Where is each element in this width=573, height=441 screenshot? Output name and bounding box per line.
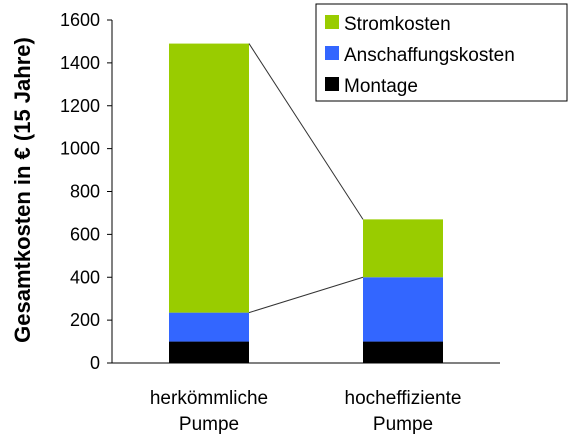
bar-segment <box>169 43 249 313</box>
bar-segment <box>169 341 249 363</box>
bar-segment <box>363 341 443 363</box>
bar-segment <box>169 312 249 342</box>
y-tick-label: 1200 <box>60 96 100 116</box>
y-tick-label: 0 <box>90 353 100 373</box>
category-label: herkömmliche <box>150 388 268 409</box>
y-tick-label: 800 <box>70 182 100 202</box>
legend-swatch <box>325 77 339 91</box>
bars-layer <box>169 43 443 363</box>
category-label: Pumpe <box>373 414 433 435</box>
legend-label: Anschaffungskosten <box>344 45 515 66</box>
connector-lines-layer <box>248 43 364 314</box>
y-axis-label: Gesamtkosten in € (15 Jahre) <box>10 37 35 343</box>
y-tick-label: 1000 <box>60 139 100 159</box>
y-tick-label: 1600 <box>60 10 100 30</box>
legend-label: Stromkosten <box>344 14 451 35</box>
legend-swatch <box>325 46 339 60</box>
y-tick-label: 200 <box>70 310 100 330</box>
bar-segment <box>363 219 443 278</box>
connector-line <box>248 43 364 220</box>
y-tick-label: 400 <box>70 267 100 287</box>
legend-label: Montage <box>344 76 418 97</box>
y-ticks-layer: 0 200 400 600 800 1000 1200 1400 1600 <box>60 10 112 373</box>
bar-segment <box>363 277 443 342</box>
category-label: Pumpe <box>179 414 239 435</box>
category-labels-layer: herkömmliche Pumpe hocheffiziente Pumpe <box>150 388 462 435</box>
legend-swatch <box>325 15 339 29</box>
category-label: hocheffiziente <box>345 388 462 409</box>
y-tick-label: 1400 <box>60 53 100 73</box>
legend-box <box>315 3 568 102</box>
connector-line <box>248 276 364 314</box>
legend: Stromkosten Anschaffungskosten Montage <box>315 3 568 102</box>
y-tick-label: 600 <box>70 224 100 244</box>
